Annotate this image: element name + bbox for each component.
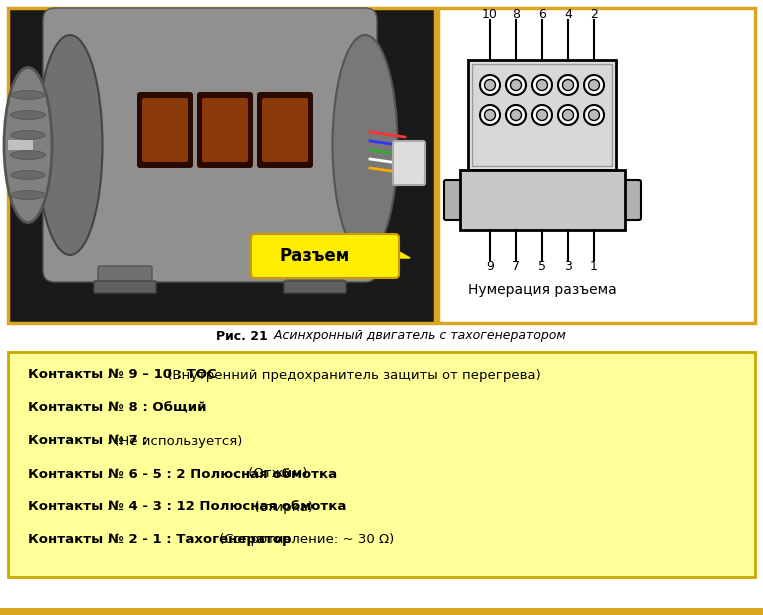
Text: Контакты № 4 - 3 : 12 Полюсная обмотка: Контакты № 4 - 3 : 12 Полюсная обмотка: [28, 501, 346, 514]
Text: 6: 6: [538, 7, 546, 20]
Text: Контакты № 8 : Общий: Контакты № 8 : Общий: [28, 402, 207, 415]
Ellipse shape: [480, 75, 500, 95]
FancyBboxPatch shape: [202, 98, 248, 162]
Bar: [460, 170, 625, 230]
Text: Разъем: Разъем: [280, 247, 350, 265]
Ellipse shape: [536, 79, 548, 90]
Ellipse shape: [506, 75, 526, 95]
Bar: [8, 8, 435, 323]
FancyBboxPatch shape: [137, 92, 193, 168]
FancyBboxPatch shape: [257, 92, 313, 168]
Text: 1: 1: [590, 261, 598, 274]
Bar: [8, 140, 33, 150]
Text: Асинхронный двигатель с тахогенератором: Асинхронный двигатель с тахогенератором: [270, 330, 565, 343]
Bar: [468, 60, 616, 170]
Ellipse shape: [485, 79, 495, 90]
Ellipse shape: [532, 105, 552, 125]
Ellipse shape: [510, 109, 521, 121]
Text: (Внутренний предохранитель защиты от перегрева): (Внутренний предохранитель защиты от пер…: [163, 368, 540, 381]
Text: Контакты № 9 – 10 : ТОС: Контакты № 9 – 10 : ТОС: [28, 368, 217, 381]
Ellipse shape: [584, 105, 604, 125]
FancyBboxPatch shape: [284, 281, 346, 293]
Text: 4: 4: [564, 7, 572, 20]
Ellipse shape: [562, 79, 574, 90]
Ellipse shape: [558, 75, 578, 95]
Text: 10: 10: [482, 7, 498, 20]
Ellipse shape: [11, 130, 46, 140]
FancyBboxPatch shape: [262, 98, 308, 162]
FancyBboxPatch shape: [94, 281, 156, 293]
Bar: [8, 352, 755, 577]
FancyBboxPatch shape: [621, 180, 641, 220]
Bar: [0, 608, 763, 615]
FancyBboxPatch shape: [43, 8, 377, 282]
Ellipse shape: [11, 191, 46, 199]
Ellipse shape: [37, 35, 102, 255]
Ellipse shape: [562, 109, 574, 121]
Text: Рис. 21: Рис. 21: [216, 330, 268, 343]
Ellipse shape: [11, 111, 46, 119]
Text: (Сопротивление: ~ 30 Ω): (Сопротивление: ~ 30 Ω): [215, 533, 394, 547]
Text: Контакты № 7 :: Контакты № 7 :: [28, 435, 147, 448]
FancyBboxPatch shape: [98, 266, 152, 292]
Ellipse shape: [11, 170, 46, 180]
Text: 8: 8: [512, 7, 520, 20]
FancyBboxPatch shape: [393, 141, 425, 185]
Ellipse shape: [588, 109, 600, 121]
Ellipse shape: [584, 75, 604, 95]
Ellipse shape: [11, 90, 46, 100]
FancyBboxPatch shape: [444, 180, 464, 220]
Ellipse shape: [480, 105, 500, 125]
Ellipse shape: [588, 79, 600, 90]
Ellipse shape: [506, 105, 526, 125]
Text: (Не используется): (Не используется): [110, 435, 243, 448]
Bar: [438, 8, 755, 323]
Text: Нумерация разъема: Нумерация разъема: [468, 283, 617, 297]
Text: Контакты № 6 - 5 : 2 Полюсная обмотка: Контакты № 6 - 5 : 2 Полюсная обмотка: [28, 467, 337, 480]
Text: 9: 9: [486, 261, 494, 274]
FancyBboxPatch shape: [288, 266, 342, 292]
Text: (Отжим): (Отжим): [244, 467, 308, 480]
FancyBboxPatch shape: [197, 92, 253, 168]
Ellipse shape: [11, 151, 46, 159]
Ellipse shape: [510, 79, 521, 90]
Ellipse shape: [532, 75, 552, 95]
Ellipse shape: [333, 35, 398, 255]
Ellipse shape: [485, 109, 495, 121]
Polygon shape: [375, 238, 410, 258]
FancyBboxPatch shape: [142, 98, 188, 162]
Text: 7: 7: [512, 261, 520, 274]
Text: 5: 5: [538, 261, 546, 274]
Bar: [472, 64, 612, 166]
Ellipse shape: [4, 68, 52, 223]
Text: Контакты № 2 - 1 : Тахогенератор: Контакты № 2 - 1 : Тахогенератор: [28, 533, 291, 547]
Text: 2: 2: [590, 7, 598, 20]
Text: (стирка): (стирка): [250, 501, 314, 514]
Ellipse shape: [558, 105, 578, 125]
Ellipse shape: [536, 109, 548, 121]
Text: 3: 3: [564, 261, 572, 274]
FancyBboxPatch shape: [251, 234, 399, 278]
